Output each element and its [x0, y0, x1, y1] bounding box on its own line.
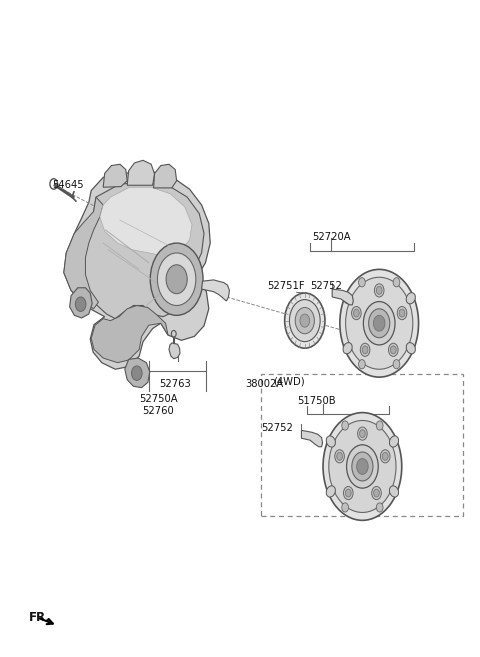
Text: 52760: 52760: [143, 406, 174, 417]
Circle shape: [360, 430, 365, 438]
Polygon shape: [154, 164, 177, 188]
Circle shape: [390, 346, 396, 353]
Polygon shape: [81, 183, 204, 319]
Circle shape: [359, 359, 365, 369]
Ellipse shape: [406, 292, 415, 304]
Circle shape: [376, 503, 383, 512]
Circle shape: [359, 278, 365, 287]
Circle shape: [393, 278, 400, 287]
Circle shape: [342, 421, 348, 430]
Circle shape: [357, 459, 368, 474]
Ellipse shape: [406, 342, 415, 354]
Circle shape: [335, 450, 344, 463]
Circle shape: [295, 307, 314, 334]
Polygon shape: [127, 160, 155, 185]
Circle shape: [353, 309, 359, 317]
Text: 52720A: 52720A: [312, 231, 350, 242]
Circle shape: [358, 427, 367, 440]
Text: 51750B: 51750B: [298, 396, 336, 406]
Text: 38002A: 38002A: [245, 379, 283, 390]
Polygon shape: [125, 358, 150, 388]
Circle shape: [329, 420, 396, 512]
Circle shape: [383, 453, 388, 461]
Circle shape: [352, 452, 373, 481]
Circle shape: [166, 265, 187, 294]
Text: 52752: 52752: [311, 281, 342, 291]
Circle shape: [374, 284, 384, 297]
Circle shape: [289, 300, 320, 342]
Text: 54645: 54645: [52, 180, 84, 191]
Polygon shape: [64, 197, 103, 309]
Circle shape: [393, 359, 400, 369]
Circle shape: [351, 307, 361, 320]
Text: 52763: 52763: [159, 379, 191, 390]
Circle shape: [373, 315, 385, 331]
Text: FR.: FR.: [29, 611, 51, 624]
Text: (4WD): (4WD): [274, 376, 305, 386]
Circle shape: [171, 330, 176, 337]
Ellipse shape: [389, 486, 398, 497]
Circle shape: [360, 343, 370, 356]
Circle shape: [340, 269, 419, 377]
Circle shape: [344, 486, 353, 499]
Bar: [261, 374, 463, 516]
Polygon shape: [91, 306, 168, 363]
Circle shape: [157, 253, 196, 306]
Circle shape: [323, 413, 402, 520]
Circle shape: [75, 297, 86, 311]
Circle shape: [347, 445, 378, 488]
Circle shape: [388, 343, 398, 356]
Circle shape: [362, 346, 368, 353]
Ellipse shape: [343, 342, 352, 354]
Polygon shape: [103, 164, 127, 187]
Circle shape: [376, 421, 383, 430]
Circle shape: [381, 450, 390, 463]
Ellipse shape: [343, 292, 352, 304]
Text: 52750A: 52750A: [139, 394, 178, 404]
Circle shape: [150, 243, 203, 315]
Circle shape: [346, 277, 413, 369]
Circle shape: [376, 286, 382, 294]
Circle shape: [369, 309, 390, 338]
Ellipse shape: [326, 486, 336, 497]
Circle shape: [342, 503, 348, 512]
Circle shape: [285, 293, 325, 348]
Ellipse shape: [326, 436, 336, 447]
Polygon shape: [100, 187, 192, 256]
Polygon shape: [301, 430, 323, 447]
Circle shape: [397, 307, 407, 320]
Circle shape: [373, 489, 379, 497]
Circle shape: [132, 366, 142, 380]
Text: 52751F: 52751F: [267, 281, 304, 291]
Circle shape: [336, 453, 342, 461]
Circle shape: [372, 486, 381, 499]
Circle shape: [346, 489, 351, 497]
Text: 52752: 52752: [262, 423, 293, 434]
Polygon shape: [70, 288, 92, 318]
Polygon shape: [202, 280, 229, 301]
Polygon shape: [64, 172, 210, 369]
Circle shape: [300, 314, 310, 327]
Ellipse shape: [389, 436, 398, 447]
Polygon shape: [169, 343, 180, 359]
Circle shape: [399, 309, 405, 317]
Polygon shape: [332, 289, 353, 305]
Circle shape: [363, 302, 395, 345]
